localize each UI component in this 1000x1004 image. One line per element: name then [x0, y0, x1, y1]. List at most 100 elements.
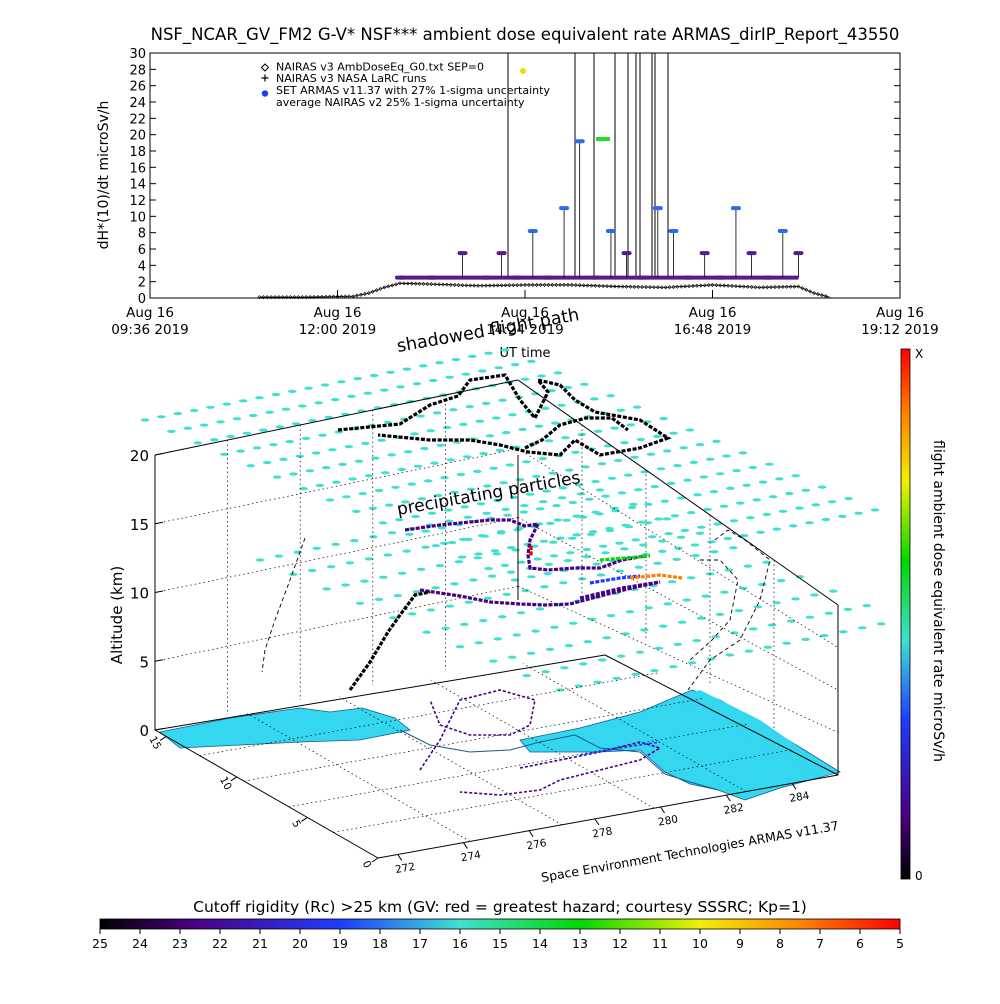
nairas-point	[265, 295, 270, 300]
particle-dot	[876, 622, 886, 626]
particle-dot	[502, 592, 512, 597]
nairas-point	[737, 284, 742, 289]
particle-dot	[591, 479, 600, 484]
particle-dot	[615, 541, 624, 545]
colorbar-tick-label: 19	[332, 936, 348, 951]
particle-dot	[259, 428, 268, 432]
colorbar-right-max: X	[915, 347, 923, 361]
nairas-point	[358, 292, 363, 297]
nairas-point	[355, 293, 360, 298]
track-segment-green	[599, 554, 651, 562]
particle-dot	[585, 497, 594, 501]
lon-tick-label: 274	[460, 849, 482, 864]
particle-dot	[620, 547, 629, 551]
armas-point	[621, 251, 632, 256]
x-tick-label-date: Aug 16	[126, 305, 174, 321]
particle-dot	[350, 539, 359, 543]
armas-point	[590, 275, 601, 280]
particle-dot	[786, 619, 796, 623]
particle-dot	[305, 469, 315, 473]
particle-dot	[644, 502, 653, 506]
lon-tick-mark	[397, 854, 403, 861]
nairas-point	[269, 295, 274, 300]
particle-dot	[437, 526, 447, 530]
nairas-point	[452, 282, 457, 287]
particle-dot	[545, 647, 555, 652]
armas-point	[512, 275, 523, 280]
particle-dot	[288, 389, 297, 393]
particle-dot	[650, 669, 659, 673]
particle-dot	[485, 434, 495, 438]
particle-dot	[696, 616, 706, 620]
y-tick-label: 24	[129, 96, 146, 111]
legend-label-0: NAIRAS v3 AmbDoseEq_G0.txt SEP=0	[276, 61, 484, 74]
particle-dot	[574, 684, 584, 688]
nairas-point	[730, 283, 735, 288]
particle-dot	[820, 634, 829, 638]
particle-dot	[322, 587, 332, 591]
particle-dot	[744, 649, 754, 653]
ground-projection	[419, 689, 662, 796]
particle-dot	[862, 604, 871, 608]
particle-dot	[518, 427, 527, 431]
particle-dot	[743, 564, 753, 568]
particle-dot	[746, 516, 755, 520]
nairas-point	[620, 284, 625, 289]
particle-dot	[667, 580, 677, 584]
z-tick-mark	[154, 728, 164, 731]
particle-dot	[838, 514, 847, 519]
particle-dot	[377, 438, 386, 442]
lat-tick-label: 15	[146, 734, 163, 751]
particle-dot	[617, 491, 627, 495]
particle-dot	[331, 542, 340, 547]
particle-dot	[699, 475, 709, 479]
particle-dot	[459, 537, 468, 542]
particle-dot	[591, 510, 600, 514]
particle-dot	[653, 561, 663, 565]
particle-dot	[788, 524, 798, 528]
particle-dot	[712, 439, 721, 443]
nairas-point	[308, 295, 313, 300]
particle-dot	[479, 452, 488, 456]
particle-dot	[772, 527, 782, 531]
nairas-point	[429, 282, 434, 287]
grid-line	[333, 749, 794, 833]
particle-dot	[810, 593, 819, 597]
particle-dot	[505, 463, 515, 467]
nairas-point	[530, 282, 535, 287]
particle-dot	[360, 579, 369, 583]
lat-tick-label: 10	[217, 775, 234, 792]
particle-dot	[478, 369, 487, 373]
particle-dot	[405, 532, 414, 536]
back-top-edge-right	[517, 379, 839, 606]
legend-label-3: average NAIRAS v2 25% 1-sigma uncertaint…	[276, 96, 525, 109]
nairas-point	[605, 284, 610, 289]
particle-dot	[689, 460, 699, 464]
particle-dot	[493, 637, 503, 641]
particle-dot	[269, 443, 278, 447]
nairas-point	[765, 285, 770, 290]
diamond-icon	[260, 63, 270, 72]
particle-dot	[564, 468, 574, 472]
particle-dot	[631, 672, 640, 677]
nairas-point	[417, 281, 422, 286]
particle-dot	[326, 565, 336, 569]
colorbar-tick-label: 8	[776, 936, 784, 951]
particle-dot	[501, 507, 510, 511]
particle-dot	[701, 594, 710, 598]
particle-dot	[710, 550, 719, 554]
nairas-point	[663, 285, 668, 290]
particle-dot	[597, 658, 607, 662]
lon-tick-mark	[725, 794, 731, 802]
particle-dot	[805, 521, 814, 525]
particle-dot	[801, 637, 810, 642]
particle-dot	[566, 551, 575, 555]
particle-dot	[544, 562, 554, 567]
nairas-point	[690, 283, 695, 288]
particle-dot	[662, 517, 671, 521]
particle-dot	[553, 371, 563, 375]
lon-tick-mark	[660, 806, 665, 814]
nairas-point	[683, 284, 688, 289]
particle-dot	[567, 536, 577, 540]
nairas-point	[386, 284, 391, 289]
